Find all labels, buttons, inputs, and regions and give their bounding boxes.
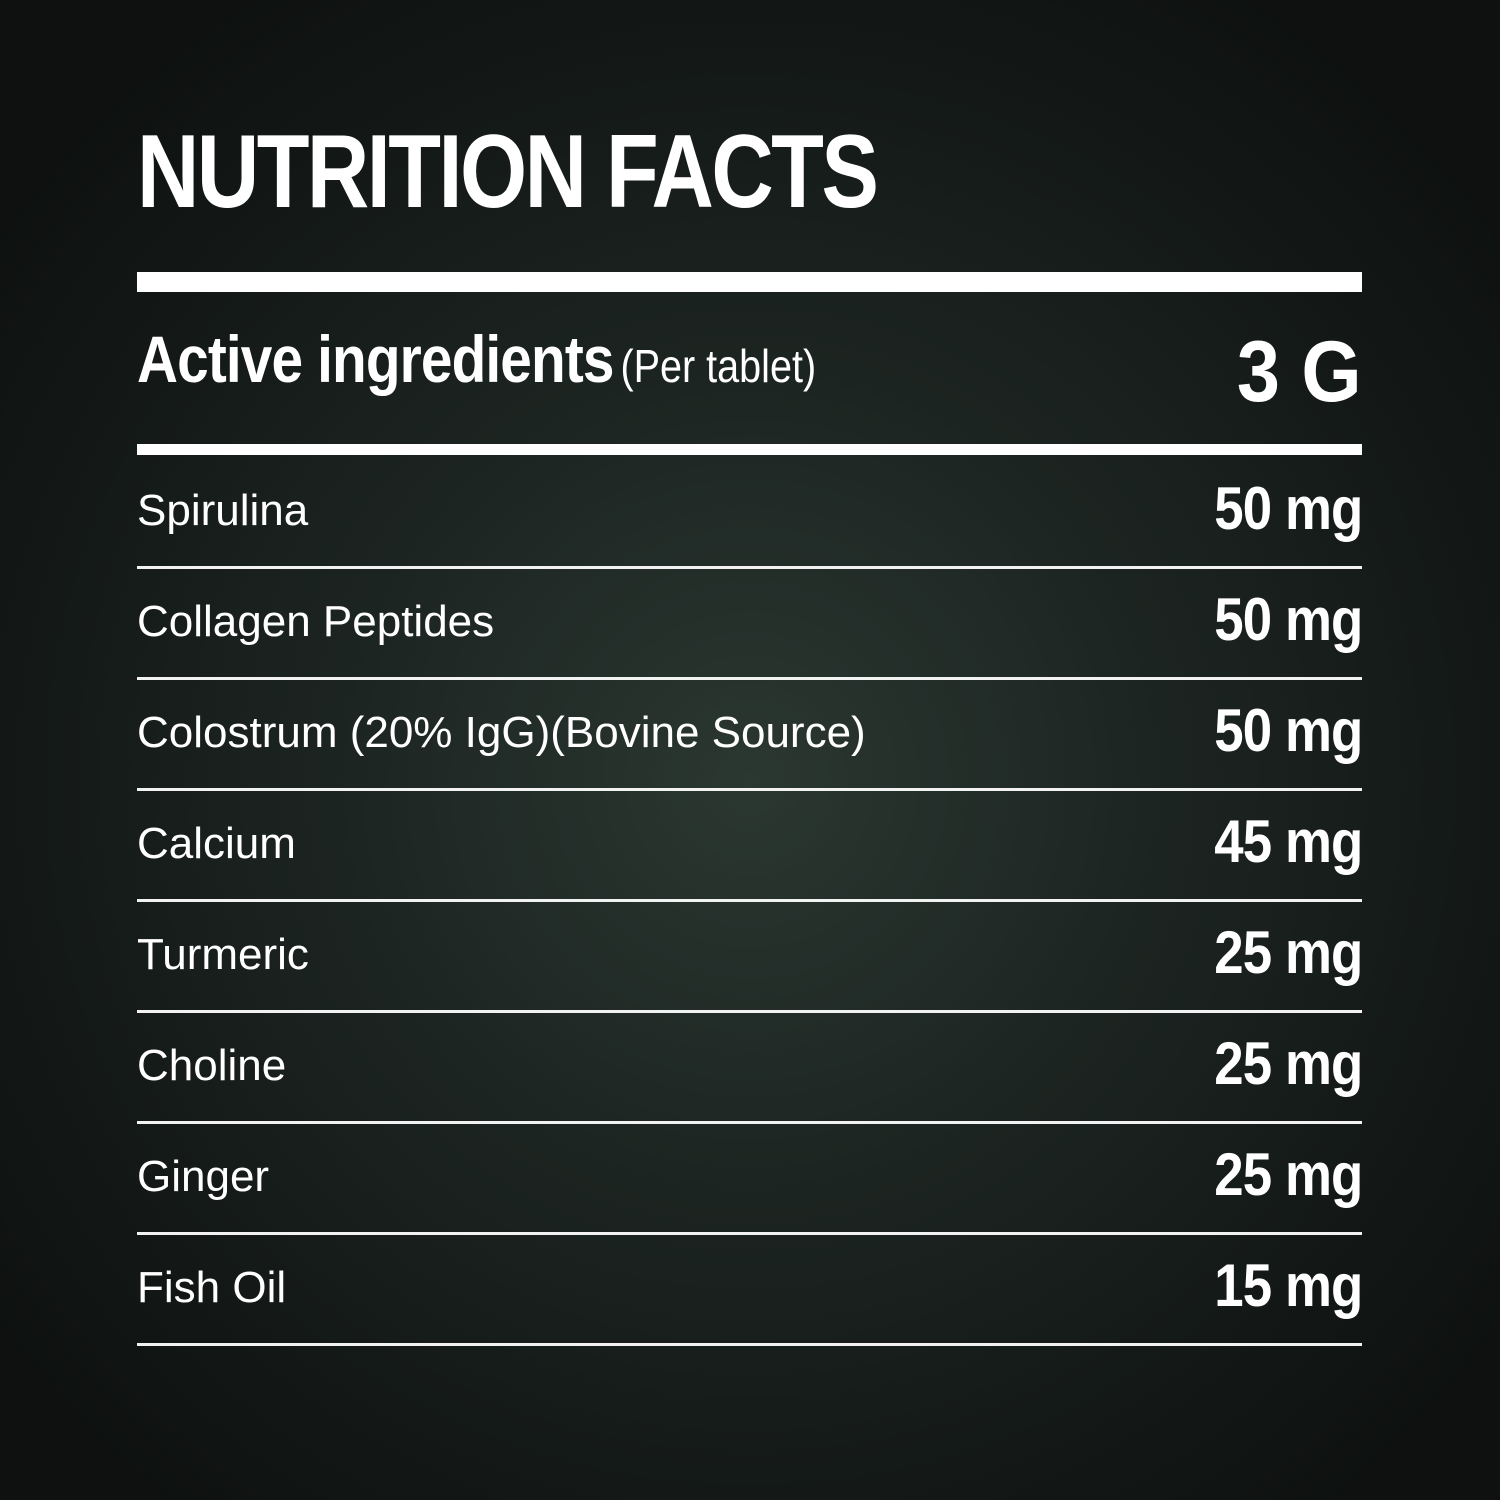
ingredient-name: Ginger <box>137 1152 270 1201</box>
ingredient-name: Choline <box>137 1041 287 1090</box>
ingredient-name: Colostrum (20% IgG)(Bovine Source) <box>137 708 866 757</box>
ingredient-amount: 50 mg <box>1213 697 1363 765</box>
ingredient-amount: 25 mg <box>1213 919 1363 987</box>
ingredient-row: Colostrum (20% IgG)(Bovine Source) 50 mg <box>137 680 1363 791</box>
header-label: Active ingredients <box>137 322 614 396</box>
ingredient-amount: 25 mg <box>1213 1030 1363 1098</box>
ingredient-amount: 50 mg <box>1213 475 1363 543</box>
divider-medium <box>137 444 1362 455</box>
ingredient-row: Turmeric 25 mg <box>137 902 1363 1013</box>
divider-thick <box>137 272 1362 292</box>
ingredient-amount: 50 mg <box>1213 586 1363 654</box>
ingredient-name: Collagen Peptides <box>137 597 495 646</box>
serving-header: Active ingredients (Per tablet) 3 G <box>137 322 1362 420</box>
ingredient-amount: 25 mg <box>1213 1141 1363 1209</box>
ingredient-row: Choline 25 mg <box>137 1013 1363 1124</box>
ingredient-row: Spirulina 50 mg <box>137 458 1363 569</box>
ingredient-row: Collagen Peptides 50 mg <box>137 569 1363 680</box>
ingredient-name: Turmeric <box>137 930 309 979</box>
ingredient-name: Calcium <box>137 819 296 868</box>
ingredient-name: Spirulina <box>137 486 309 535</box>
ingredient-row: Ginger 25 mg <box>137 1124 1363 1235</box>
ingredient-row: Calcium 45 mg <box>137 791 1363 902</box>
ingredient-name: Fish Oil <box>137 1263 287 1312</box>
page-title: NUTRITION FACTS <box>137 114 879 230</box>
ingredient-amount: 45 mg <box>1213 808 1363 876</box>
header-note: (Per tablet) <box>620 340 817 392</box>
serving-amount: 3 G <box>1237 324 1362 420</box>
ingredient-row: Fish Oil 15 mg <box>137 1235 1363 1346</box>
ingredient-amount: 15 mg <box>1213 1252 1363 1320</box>
